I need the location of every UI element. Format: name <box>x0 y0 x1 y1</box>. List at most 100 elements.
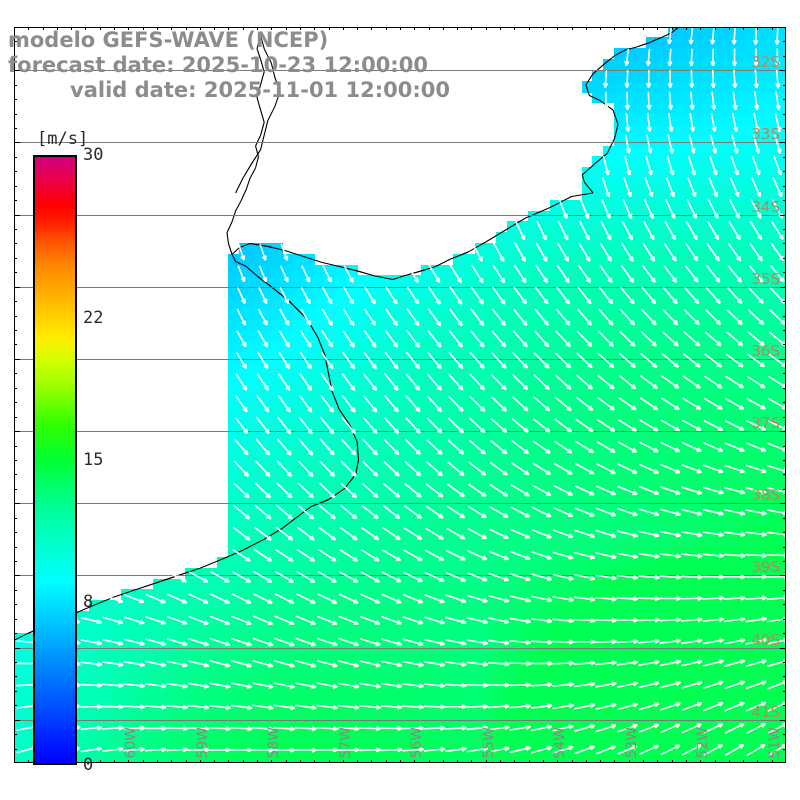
axis-tick <box>557 760 558 763</box>
axis-tick <box>429 27 430 30</box>
axis-tick <box>271 760 272 763</box>
axis-tick <box>700 27 701 30</box>
axis-tick <box>471 27 472 30</box>
axis-tick <box>783 749 786 750</box>
axis-tick <box>783 662 786 663</box>
axis-tick <box>14 734 17 735</box>
axis-tick <box>14 70 20 71</box>
latitude-label: 33S <box>751 125 780 144</box>
axis-tick <box>783 243 786 244</box>
axis-tick <box>14 547 17 548</box>
axis-tick <box>780 70 786 71</box>
axis-tick <box>780 142 786 143</box>
axis-tick <box>783 561 786 562</box>
axis-tick <box>14 316 17 317</box>
axis-tick <box>14 215 20 216</box>
axis-tick <box>757 27 758 30</box>
axis-tick <box>783 460 786 461</box>
axis-tick <box>14 561 17 562</box>
axis-tick <box>783 676 786 677</box>
axis-tick <box>14 575 20 576</box>
axis-tick <box>783 489 786 490</box>
axis-tick <box>14 200 17 201</box>
axis-tick <box>228 760 229 763</box>
axis-tick <box>43 27 44 30</box>
latitude-label: 34S <box>751 197 780 216</box>
axis-tick <box>783 272 786 273</box>
axis-tick <box>783 388 786 389</box>
axis-tick <box>783 41 786 42</box>
axis-tick <box>143 760 144 763</box>
axis-tick <box>186 760 187 763</box>
latitude-label: 39S <box>751 558 780 577</box>
axis-tick <box>400 760 401 763</box>
axis-tick <box>486 27 487 30</box>
axis-tick <box>14 157 17 158</box>
axis-tick <box>114 760 115 763</box>
axis-tick <box>783 590 786 591</box>
axis-tick <box>114 27 115 30</box>
latitude-label: 38S <box>751 486 780 505</box>
axis-tick <box>14 344 17 345</box>
axis-tick <box>286 760 287 763</box>
colorbar-unit-label: [m/s] <box>37 129 89 149</box>
axis-tick <box>783 373 786 374</box>
axis-tick <box>672 760 673 763</box>
axis-tick <box>14 446 17 447</box>
axis-tick <box>85 760 86 763</box>
axis-tick <box>686 760 687 763</box>
axis-tick <box>514 27 515 30</box>
axis-tick <box>343 27 344 30</box>
axis-tick <box>557 27 558 30</box>
axis-tick <box>715 27 716 30</box>
axis-tick <box>57 27 58 30</box>
axis-tick <box>85 27 86 30</box>
axis-tick <box>471 760 472 763</box>
axis-tick <box>657 760 658 763</box>
axis-tick <box>14 114 17 115</box>
axis-tick <box>614 27 615 30</box>
axis-tick <box>414 27 415 30</box>
axis-tick <box>729 760 730 763</box>
axis-tick <box>414 760 415 763</box>
axis-tick <box>343 760 344 763</box>
axis-tick <box>743 27 744 30</box>
axis-tick <box>14 590 17 591</box>
axis-tick <box>500 27 501 30</box>
axis-tick <box>783 402 786 403</box>
axis-tick <box>14 41 17 42</box>
axis-tick <box>14 229 17 230</box>
axis-tick <box>783 316 786 317</box>
axis-tick <box>783 301 786 302</box>
axis-tick <box>128 27 129 30</box>
axis-tick <box>14 330 17 331</box>
axis-tick <box>780 720 786 721</box>
axis-tick <box>14 604 17 605</box>
axis-tick <box>783 186 786 187</box>
axis-tick <box>743 760 744 763</box>
axis-tick <box>28 27 29 30</box>
axis-tick <box>657 27 658 30</box>
axis-tick <box>329 27 330 30</box>
axis-tick <box>783 705 786 706</box>
axis-tick <box>243 27 244 30</box>
axis-tick <box>300 760 301 763</box>
axis-tick <box>783 344 786 345</box>
axis-tick <box>783 446 786 447</box>
axis-tick <box>783 604 786 605</box>
axis-tick <box>780 431 786 432</box>
axis-tick <box>28 760 29 763</box>
axis-tick <box>14 186 17 187</box>
axis-tick <box>14 474 17 475</box>
axis-tick <box>14 85 17 86</box>
axis-tick <box>543 27 544 30</box>
axis-tick <box>357 27 358 30</box>
axis-tick <box>772 760 773 763</box>
axis-tick <box>543 760 544 763</box>
axis-tick <box>783 619 786 620</box>
axis-tick <box>14 171 17 172</box>
axis-tick <box>700 760 701 763</box>
axis-tick <box>171 760 172 763</box>
axis-tick <box>371 27 372 30</box>
axis-tick <box>14 431 20 432</box>
